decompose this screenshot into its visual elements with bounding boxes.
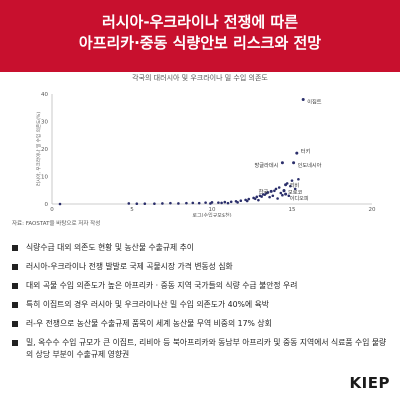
data-point — [276, 197, 279, 200]
title-line-1: 러시아-우크라이나 전쟁에 따른 — [101, 13, 299, 31]
x-tick-label: 20 — [369, 207, 376, 213]
data-point — [169, 201, 172, 205]
data-point — [271, 194, 275, 198]
data-point — [263, 193, 267, 196]
y-tick-label: 10 — [41, 175, 48, 181]
bullet-item: 특히 이집트의 경우 러시아 및 우크라이나산 밀 수입 의존도가 40%에 육… — [12, 299, 392, 311]
bullet-item: 식량수급 대외 의존도 현황 및 농산물 수출규제 추이 — [12, 242, 392, 254]
x-tick-label: 15 — [289, 207, 296, 213]
data-point — [287, 194, 291, 198]
y-tick-label: 30 — [41, 120, 48, 126]
data-label: 인도네시아 — [298, 161, 322, 169]
data-point — [217, 201, 220, 204]
data-point — [161, 202, 164, 205]
square-bullet-icon — [12, 263, 18, 270]
square-bullet-icon — [12, 339, 18, 346]
data-point — [255, 195, 259, 199]
data-point — [297, 177, 300, 181]
data-point — [191, 201, 195, 205]
data-point — [273, 189, 276, 193]
data-point — [245, 199, 249, 203]
data-label: 리비 — [290, 181, 300, 189]
bullet-text: 대외 곡물 수입 의존도가 높은 아프리카 · 중동 지역 국가들의 식량 수급… — [26, 281, 298, 291]
kiep-logo: KIEP — [349, 374, 390, 392]
data-point — [127, 202, 131, 205]
data-point — [153, 202, 156, 206]
labeled-data-point — [295, 151, 299, 155]
data-label: 이집트 — [307, 98, 322, 106]
x-tick-label: 5 — [130, 207, 134, 213]
labeled-data-point — [284, 192, 288, 196]
bullet-item: 러시아-우크라이나 전쟁 발발로 국제 곡물시장 가격 변동성 심화 — [12, 261, 392, 273]
data-point — [209, 202, 212, 205]
labeled-data-point — [292, 161, 296, 165]
bullet-item: 대외 곡물 수입 의존도가 높은 아프리카 · 중동 지역 국가들의 식량 수급… — [12, 280, 392, 292]
data-point — [135, 202, 139, 206]
data-point — [58, 202, 62, 206]
bullet-text: 식량수급 대외 의존도 현황 및 농산물 수출규제 추이 — [26, 243, 194, 252]
header-banner: 러시아-우크라이나 전쟁에 따른 아프리카·중동 식량안보 리스크와 전망 — [0, 0, 400, 72]
data-point — [236, 201, 239, 204]
data-label: 방글라데시 — [255, 161, 279, 169]
data-point — [293, 187, 297, 191]
square-bullet-icon — [12, 244, 18, 251]
data-point — [260, 195, 263, 198]
data-point — [253, 197, 257, 201]
bullet-text: 러시아-우크라이나 전쟁 발발로 국제 곡물시장 가격 변동성 심화 — [26, 262, 233, 272]
source-note: 자료: FAOSTAT을 바탕으로 저자 작성 — [12, 221, 101, 227]
data-point — [279, 191, 283, 195]
data-label: 이디오피 — [290, 194, 309, 202]
data-point — [229, 200, 233, 204]
bullet-text: 밀, 옥수수 수입 규모가 큰 이집트, 리비아 등 북아프리카와 동남부 아프… — [26, 338, 387, 359]
labeled-data-point — [282, 189, 286, 193]
labeled-data-point — [269, 189, 273, 193]
data-point — [290, 179, 294, 182]
labeled-data-point — [284, 183, 288, 187]
data-label: 터키 — [301, 147, 311, 155]
y-tick-label: 40 — [41, 92, 48, 98]
data-point — [274, 187, 278, 191]
data-point — [257, 198, 260, 202]
bullet-text: 러-우 전쟁으로 농산물 수출규제 품목이 세계 농산물 무역 비중의 17% … — [26, 319, 272, 329]
data-point — [281, 193, 284, 197]
data-point — [266, 191, 270, 194]
y-tick-label: 20 — [41, 147, 48, 153]
bullet-text: 특히 이집트의 경우 러시아 및 우크라이나산 밀 수입 의존도가 40%에 육… — [26, 300, 269, 310]
scatter-chart: 0 5 10 15 20 0 10 20 30 40 로그(수입규모$천) 러시아, 우크라이나 밀 … — [35, 92, 376, 217]
data-point — [277, 186, 281, 189]
data-label: 한국 — [259, 188, 269, 195]
data-point — [220, 201, 223, 205]
data-point — [177, 202, 180, 205]
x-tick-label: 10 — [209, 207, 216, 213]
data-point — [289, 184, 292, 188]
bullet-item: 러-우 전쟁으로 농산물 수출규제 품목이 세계 농산물 무역 비중의 17% … — [12, 318, 392, 330]
y-axis-label: 러시아, 우크라이나 밀 수입 의존도(%) — [35, 112, 42, 187]
data-point — [268, 195, 271, 199]
bullet-item: 밀, 옥수수 수입 규모가 큰 이집트, 리비아 등 북아프리카와 동남부 아프… — [12, 337, 392, 360]
data-point — [197, 201, 201, 205]
square-bullet-icon — [12, 301, 18, 308]
data-point — [239, 199, 243, 202]
data-point — [226, 201, 230, 205]
data-point — [204, 201, 207, 204]
data-point — [185, 201, 188, 205]
square-bullet-icon — [12, 282, 18, 289]
data-label: 모로코 — [288, 189, 303, 196]
chart-title: 각국의 대러시아 및 우크라이나 밀 수입 의존도 — [132, 74, 268, 82]
bullet-list: 식량수급 대외 의존도 현황 및 농산물 수출규제 추이 러시아-우크라이나 전… — [12, 242, 392, 368]
square-bullet-icon — [12, 320, 18, 327]
x-axis-label: 로그(수입규모$천) — [192, 212, 231, 217]
data-point — [223, 200, 227, 204]
labeled-data-point — [301, 98, 305, 101]
x-tick-label: 0 — [50, 207, 54, 213]
labeled-data-point — [280, 161, 284, 165]
y-tick-label: 0 — [45, 202, 49, 208]
data-point — [143, 202, 147, 206]
title-line-2: 아프리카·중동 식량안보 리스크와 전망 — [78, 34, 322, 52]
data-point — [247, 197, 251, 201]
